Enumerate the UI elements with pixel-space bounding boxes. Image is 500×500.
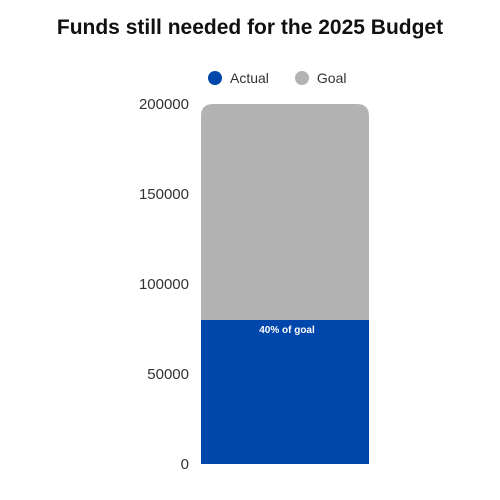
chart-title: Funds still needed for the 2025 Budget xyxy=(56,16,444,39)
legend-swatch-actual xyxy=(208,71,222,85)
y-tick-label: 200000 xyxy=(139,96,189,113)
y-tick-label: 50000 xyxy=(147,366,189,383)
bar-annotation-label: 40% of goal xyxy=(259,325,315,336)
legend-label-goal: Goal xyxy=(316,70,347,86)
legend: Actual Goal xyxy=(208,68,373,88)
legend-label-actual: Actual xyxy=(230,70,269,86)
legend-item-actual: Actual xyxy=(208,70,269,86)
legend-item-goal: Goal xyxy=(294,70,347,86)
bar-actual xyxy=(201,320,369,464)
y-tick-label: 0 xyxy=(181,456,189,473)
legend-swatch-goal xyxy=(294,71,309,85)
y-tick-label: 100000 xyxy=(139,276,189,293)
y-tick-label: 150000 xyxy=(139,186,189,203)
